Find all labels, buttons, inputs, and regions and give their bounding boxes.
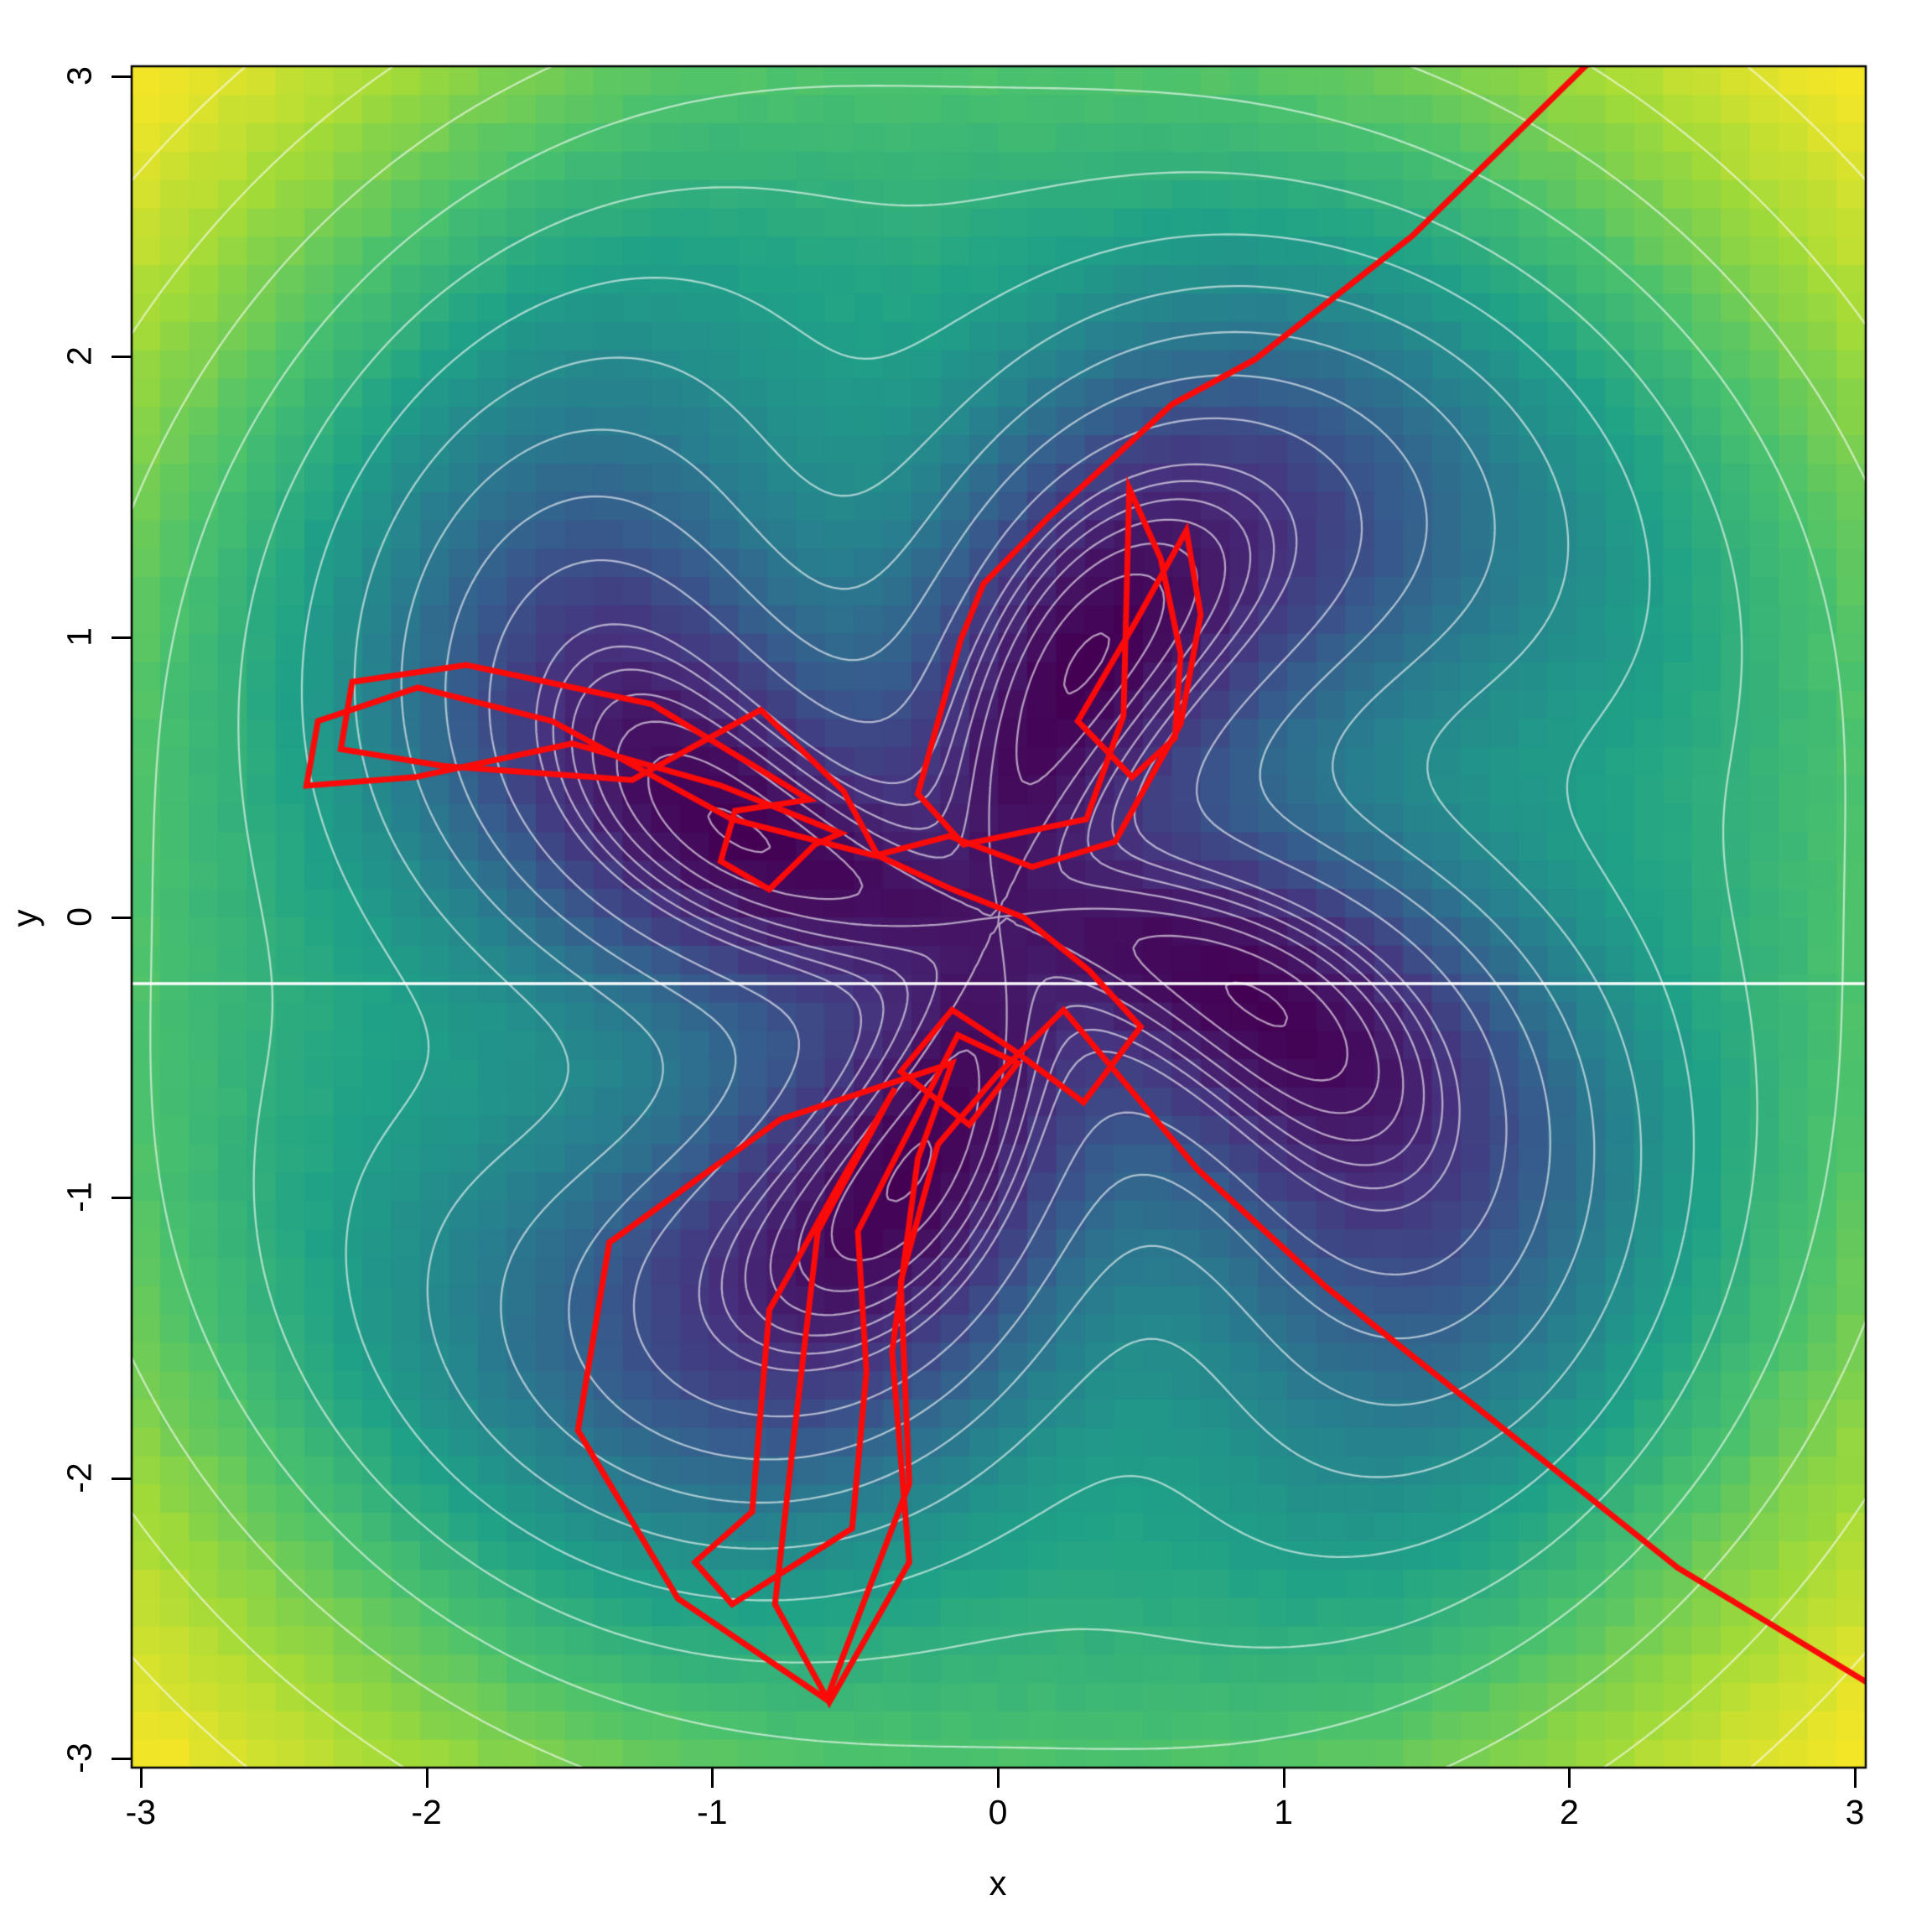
y-tick-label: 2: [60, 346, 99, 366]
y-tick-label: 3: [60, 66, 99, 86]
y-tick: [112, 1197, 132, 1200]
x-tick-label: 2: [1559, 1793, 1579, 1831]
y-tick-label: 0: [60, 907, 99, 927]
y-tick: [112, 356, 132, 359]
y-tick: [112, 75, 132, 79]
x-tick-label: -3: [125, 1793, 157, 1831]
y-tick: [112, 1757, 132, 1760]
y-axis-title: y: [5, 909, 44, 927]
x-axis-title: x: [989, 1863, 1007, 1903]
x-tick-label: 3: [1845, 1793, 1865, 1831]
x-tick: [1568, 1768, 1571, 1788]
y-tick-label: -2: [60, 1462, 99, 1493]
y-tick: [112, 636, 132, 639]
x-tick: [139, 1768, 143, 1788]
y-tick-label: -3: [60, 1742, 99, 1774]
x-tick: [711, 1768, 714, 1788]
x-tick-label: -2: [411, 1793, 442, 1831]
x-tick-label: 0: [988, 1793, 1008, 1831]
x-tick: [425, 1768, 428, 1788]
x-tick: [1282, 1768, 1285, 1788]
y-tick: [112, 1477, 132, 1480]
y-tick-label: -1: [60, 1182, 99, 1213]
x-tick-label: 1: [1274, 1793, 1294, 1831]
x-tick: [996, 1768, 1000, 1788]
y-tick-label: 1: [60, 626, 99, 647]
x-tick-label: -1: [697, 1793, 728, 1831]
y-tick: [112, 917, 132, 919]
x-tick: [1854, 1768, 1857, 1788]
